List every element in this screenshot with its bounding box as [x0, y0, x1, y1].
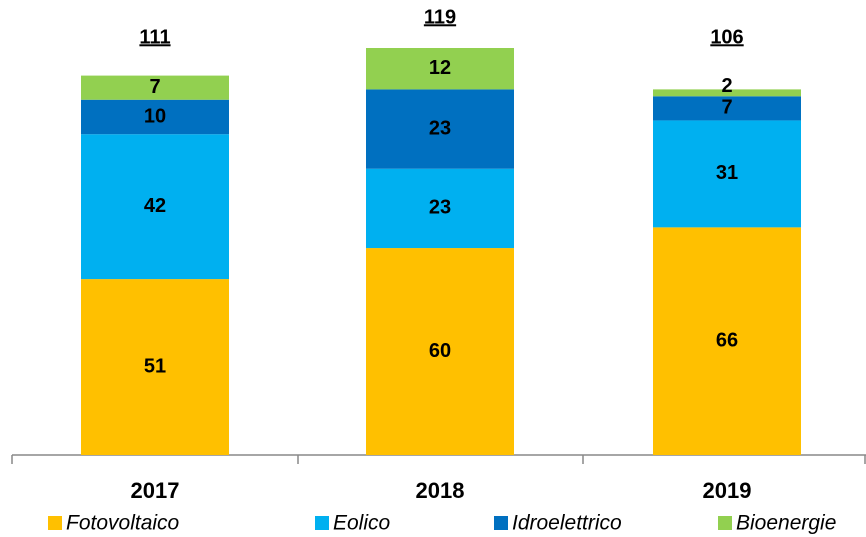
- data-label: 31: [716, 162, 738, 184]
- data-label: 12: [429, 57, 451, 79]
- legend-swatch: [315, 516, 329, 530]
- legend-swatch: [718, 516, 732, 530]
- x-tick-label: 2017: [131, 478, 180, 503]
- bar-segment: [81, 75, 229, 100]
- total-label: 119: [424, 6, 456, 28]
- data-label: 2: [721, 75, 732, 97]
- bar-segment: [653, 227, 801, 455]
- total-label: 106: [710, 26, 743, 48]
- data-label: 7: [149, 76, 160, 98]
- data-label: 42: [144, 195, 166, 217]
- bar-segment: [81, 134, 229, 280]
- bar-segment: [366, 168, 514, 249]
- bar-segment: [366, 248, 514, 455]
- legend-label: Eolico: [333, 512, 391, 535]
- bar-segment: [653, 89, 801, 97]
- bar-segment: [81, 99, 229, 135]
- data-label: 23: [429, 197, 451, 219]
- legend-label: Fotovoltaico: [66, 512, 180, 535]
- total-label: 111: [139, 26, 170, 48]
- data-label: 10: [144, 105, 166, 127]
- bar-segment: [653, 120, 801, 228]
- legend-swatch: [494, 516, 508, 530]
- legend-label: Idroelettrico: [512, 512, 622, 535]
- data-label: 23: [429, 117, 451, 139]
- data-label: 60: [429, 340, 451, 362]
- legend-swatch: [48, 516, 62, 530]
- data-label: 66: [716, 329, 738, 351]
- x-tick-label: 2019: [703, 478, 752, 503]
- data-label: 51: [144, 355, 166, 377]
- legend-label: Bioenergie: [736, 512, 836, 535]
- data-label: 7: [721, 97, 732, 119]
- x-tick-label: 2018: [416, 478, 465, 503]
- bar-segment: [366, 89, 514, 169]
- bar-segment: [366, 48, 514, 90]
- bar-segment: [653, 96, 801, 121]
- bar-segment: [81, 279, 229, 455]
